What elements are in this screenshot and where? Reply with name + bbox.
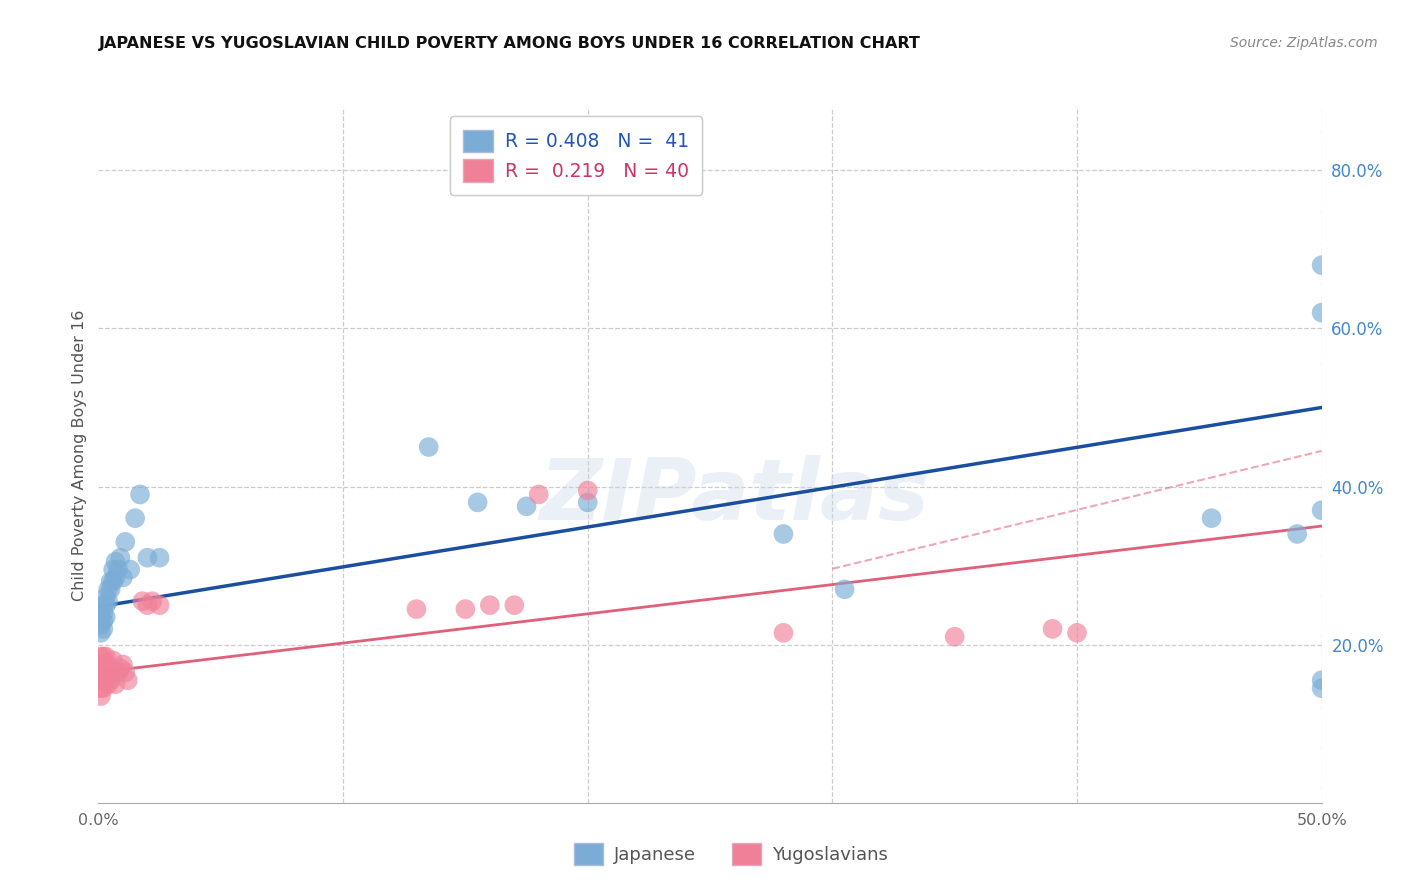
Point xyxy=(576,483,599,498)
Point xyxy=(104,677,127,691)
Point xyxy=(91,622,114,636)
Point xyxy=(131,594,153,608)
Point xyxy=(107,665,129,680)
Point xyxy=(100,661,122,675)
Point xyxy=(91,598,114,612)
Point xyxy=(943,630,966,644)
Point xyxy=(97,677,120,691)
Point xyxy=(94,610,117,624)
Point xyxy=(405,602,427,616)
Point xyxy=(100,582,122,597)
Point xyxy=(94,591,117,605)
Point xyxy=(117,673,139,688)
Point xyxy=(90,610,112,624)
Text: Source: ZipAtlas.com: Source: ZipAtlas.com xyxy=(1230,36,1378,50)
Point xyxy=(1310,503,1333,517)
Point xyxy=(91,606,114,620)
Point xyxy=(101,563,124,577)
Point xyxy=(418,440,440,454)
Point xyxy=(90,606,112,620)
Point xyxy=(90,649,112,664)
Point xyxy=(467,495,489,509)
Point xyxy=(111,657,134,672)
Point xyxy=(1042,622,1064,636)
Point xyxy=(1201,511,1223,525)
Point xyxy=(97,594,120,608)
Point xyxy=(1286,527,1309,541)
Point xyxy=(90,665,112,680)
Point xyxy=(1310,258,1333,272)
Point xyxy=(1310,681,1333,695)
Point xyxy=(94,673,117,688)
Legend: R = 0.408   N =  41, R =  0.219   N = 40: R = 0.408 N = 41, R = 0.219 N = 40 xyxy=(450,117,702,195)
Point xyxy=(104,555,127,569)
Point xyxy=(124,511,146,525)
Y-axis label: Child Poverty Among Boys Under 16: Child Poverty Among Boys Under 16 xyxy=(72,310,87,600)
Point xyxy=(110,661,132,675)
Point xyxy=(1310,673,1333,688)
Point xyxy=(136,598,159,612)
Point xyxy=(91,673,114,688)
Point xyxy=(100,673,122,688)
Text: JAPANESE VS YUGOSLAVIAN CHILD POVERTY AMONG BOYS UNDER 16 CORRELATION CHART: JAPANESE VS YUGOSLAVIAN CHILD POVERTY AM… xyxy=(98,36,921,51)
Point xyxy=(101,574,124,589)
Point xyxy=(91,649,114,664)
Point xyxy=(576,495,599,509)
Point xyxy=(120,563,142,577)
Point xyxy=(149,598,172,612)
Point xyxy=(111,570,134,584)
Point xyxy=(141,594,163,608)
Point xyxy=(104,665,127,680)
Point xyxy=(478,598,501,612)
Point xyxy=(503,598,526,612)
Point xyxy=(114,534,136,549)
Point xyxy=(772,527,794,541)
Point xyxy=(1066,625,1088,640)
Point xyxy=(454,602,477,616)
Point xyxy=(94,598,117,612)
Point xyxy=(90,618,112,632)
Point xyxy=(90,657,112,672)
Point xyxy=(101,653,124,667)
Point xyxy=(527,487,550,501)
Point xyxy=(91,681,114,695)
Legend: Japanese, Yugoslavians: Japanese, Yugoslavians xyxy=(565,834,897,874)
Point xyxy=(90,689,112,703)
Point xyxy=(91,657,114,672)
Point xyxy=(110,550,132,565)
Point xyxy=(515,500,537,514)
Point xyxy=(136,550,159,565)
Point xyxy=(97,582,120,597)
Point xyxy=(114,665,136,680)
Point xyxy=(834,582,856,597)
Point xyxy=(107,563,129,577)
Point xyxy=(104,570,127,584)
Point xyxy=(100,574,122,589)
Point xyxy=(90,681,112,695)
Point xyxy=(90,673,112,688)
Point xyxy=(91,665,114,680)
Point xyxy=(129,487,152,501)
Point xyxy=(94,657,117,672)
Text: ZIPatlas: ZIPatlas xyxy=(540,455,929,538)
Point xyxy=(91,614,114,628)
Point xyxy=(94,649,117,664)
Point xyxy=(1310,305,1333,319)
Point xyxy=(97,665,120,680)
Point xyxy=(772,625,794,640)
Point xyxy=(149,550,172,565)
Point xyxy=(90,625,112,640)
